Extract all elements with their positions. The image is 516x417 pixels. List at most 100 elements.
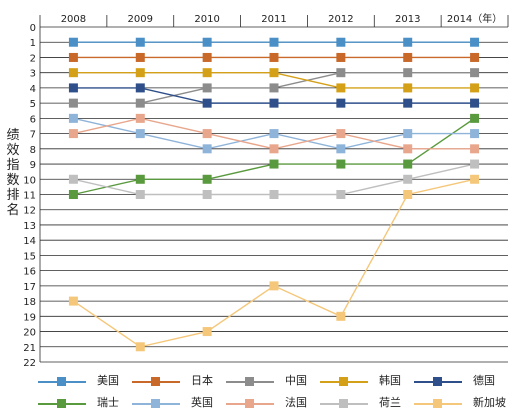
legend-item: 德国 (414, 372, 508, 392)
legend-marker (151, 377, 160, 386)
legend-label: 荷兰 (379, 396, 401, 409)
data-point (269, 129, 279, 139)
data-point (269, 37, 279, 47)
legend-marker (57, 399, 66, 408)
data-point (135, 342, 145, 352)
data-point (68, 52, 78, 62)
data-point (336, 159, 346, 169)
series-line (73, 178, 475, 348)
y-axis-title: 绩效指数排名 (5, 128, 21, 218)
data-point (403, 68, 413, 78)
data-point (202, 83, 212, 93)
legend-label: 中国 (285, 374, 307, 387)
data-point (135, 37, 145, 47)
data-point (202, 327, 212, 337)
grid-layer (39, 15, 509, 363)
data-point (202, 129, 212, 139)
data-point (336, 83, 346, 93)
legend: 美国 日本 中国 韩国 德国瑞士 英国 法国 荷兰 新加坡 (38, 372, 508, 416)
data-point (269, 52, 279, 62)
data-point (470, 52, 480, 62)
legend-item: 中国 (226, 372, 320, 392)
data-point (403, 159, 413, 169)
axis-layer: 0123456789101112131415161718192021222008… (23, 12, 502, 369)
series-4 (68, 68, 480, 93)
series-10 (68, 174, 480, 352)
series-layer (68, 37, 480, 352)
data-point (135, 190, 145, 199)
data-point (336, 98, 346, 108)
legend-label: 德国 (473, 374, 495, 387)
data-point (269, 68, 279, 78)
data-point (470, 98, 480, 108)
legend-marker (433, 399, 442, 408)
legend-label: 新加坡 (473, 396, 506, 409)
data-point (68, 68, 78, 78)
series-9 (68, 159, 480, 199)
data-point (470, 68, 480, 78)
data-point (470, 144, 480, 154)
data-point (336, 68, 346, 78)
x-tick-label: 2012 (328, 14, 353, 25)
y-tick-label: 16 (23, 267, 36, 278)
legend-item: 韩国 (320, 372, 414, 392)
data-point (68, 190, 78, 199)
y-tick-label: 14 (23, 236, 36, 247)
y-axis-title-char: 指 (6, 158, 20, 173)
data-point (336, 311, 346, 321)
series-3 (68, 68, 480, 108)
data-point (135, 129, 145, 139)
data-point (68, 296, 78, 306)
data-point (269, 144, 279, 154)
x-tick-label: 2008 (61, 14, 86, 25)
data-point (470, 113, 480, 123)
data-point (202, 174, 212, 184)
data-point (269, 98, 279, 108)
legend-marker (57, 377, 66, 386)
y-tick-label: 18 (23, 297, 36, 308)
y-axis-title-char: 绩 (6, 128, 20, 143)
data-point (470, 129, 480, 139)
data-point (470, 83, 480, 93)
data-point (135, 68, 145, 78)
legend-item: 美国 (38, 372, 132, 392)
data-point (269, 159, 279, 169)
legend-marker (245, 399, 254, 408)
data-point (269, 190, 279, 199)
y-tick-label: 19 (23, 312, 36, 323)
legend-item: 英国 (132, 394, 226, 414)
y-tick-label: 22 (23, 358, 36, 369)
series-8 (68, 113, 480, 154)
data-point (336, 129, 346, 139)
legend-item: 新加坡 (414, 394, 508, 414)
legend-label: 英国 (191, 396, 213, 409)
y-axis-title-char: 效 (6, 143, 20, 158)
legend-label: 法国 (285, 396, 307, 409)
data-point (403, 190, 413, 199)
legend-label: 韩国 (379, 374, 401, 387)
y-tick-label: 1 (30, 38, 36, 49)
legend-label: 瑞士 (97, 396, 119, 409)
data-point (68, 83, 78, 93)
data-point (403, 174, 413, 184)
data-point (202, 37, 212, 47)
y-tick-label: 10 (23, 175, 36, 186)
legend-marker (245, 377, 254, 386)
y-tick-label: 13 (23, 221, 36, 232)
y-tick-label: 17 (23, 282, 36, 293)
x-tick-label: 2014（年） (447, 12, 502, 25)
data-point (403, 37, 413, 47)
y-tick-label: 2 (30, 53, 36, 64)
line-chart: 0123456789101112131415161718192021222008… (23, 12, 509, 369)
legend-label: 日本 (191, 374, 213, 387)
series-1 (68, 37, 480, 47)
legend-item: 日本 (132, 372, 226, 392)
y-tick-label: 11 (23, 191, 36, 202)
data-point (68, 174, 78, 184)
data-point (68, 37, 78, 47)
data-point (336, 190, 346, 199)
x-tick-label: 2010 (194, 14, 219, 25)
y-axis-title-char: 名 (6, 203, 20, 218)
data-point (336, 52, 346, 62)
y-tick-label: 0 (30, 23, 36, 34)
